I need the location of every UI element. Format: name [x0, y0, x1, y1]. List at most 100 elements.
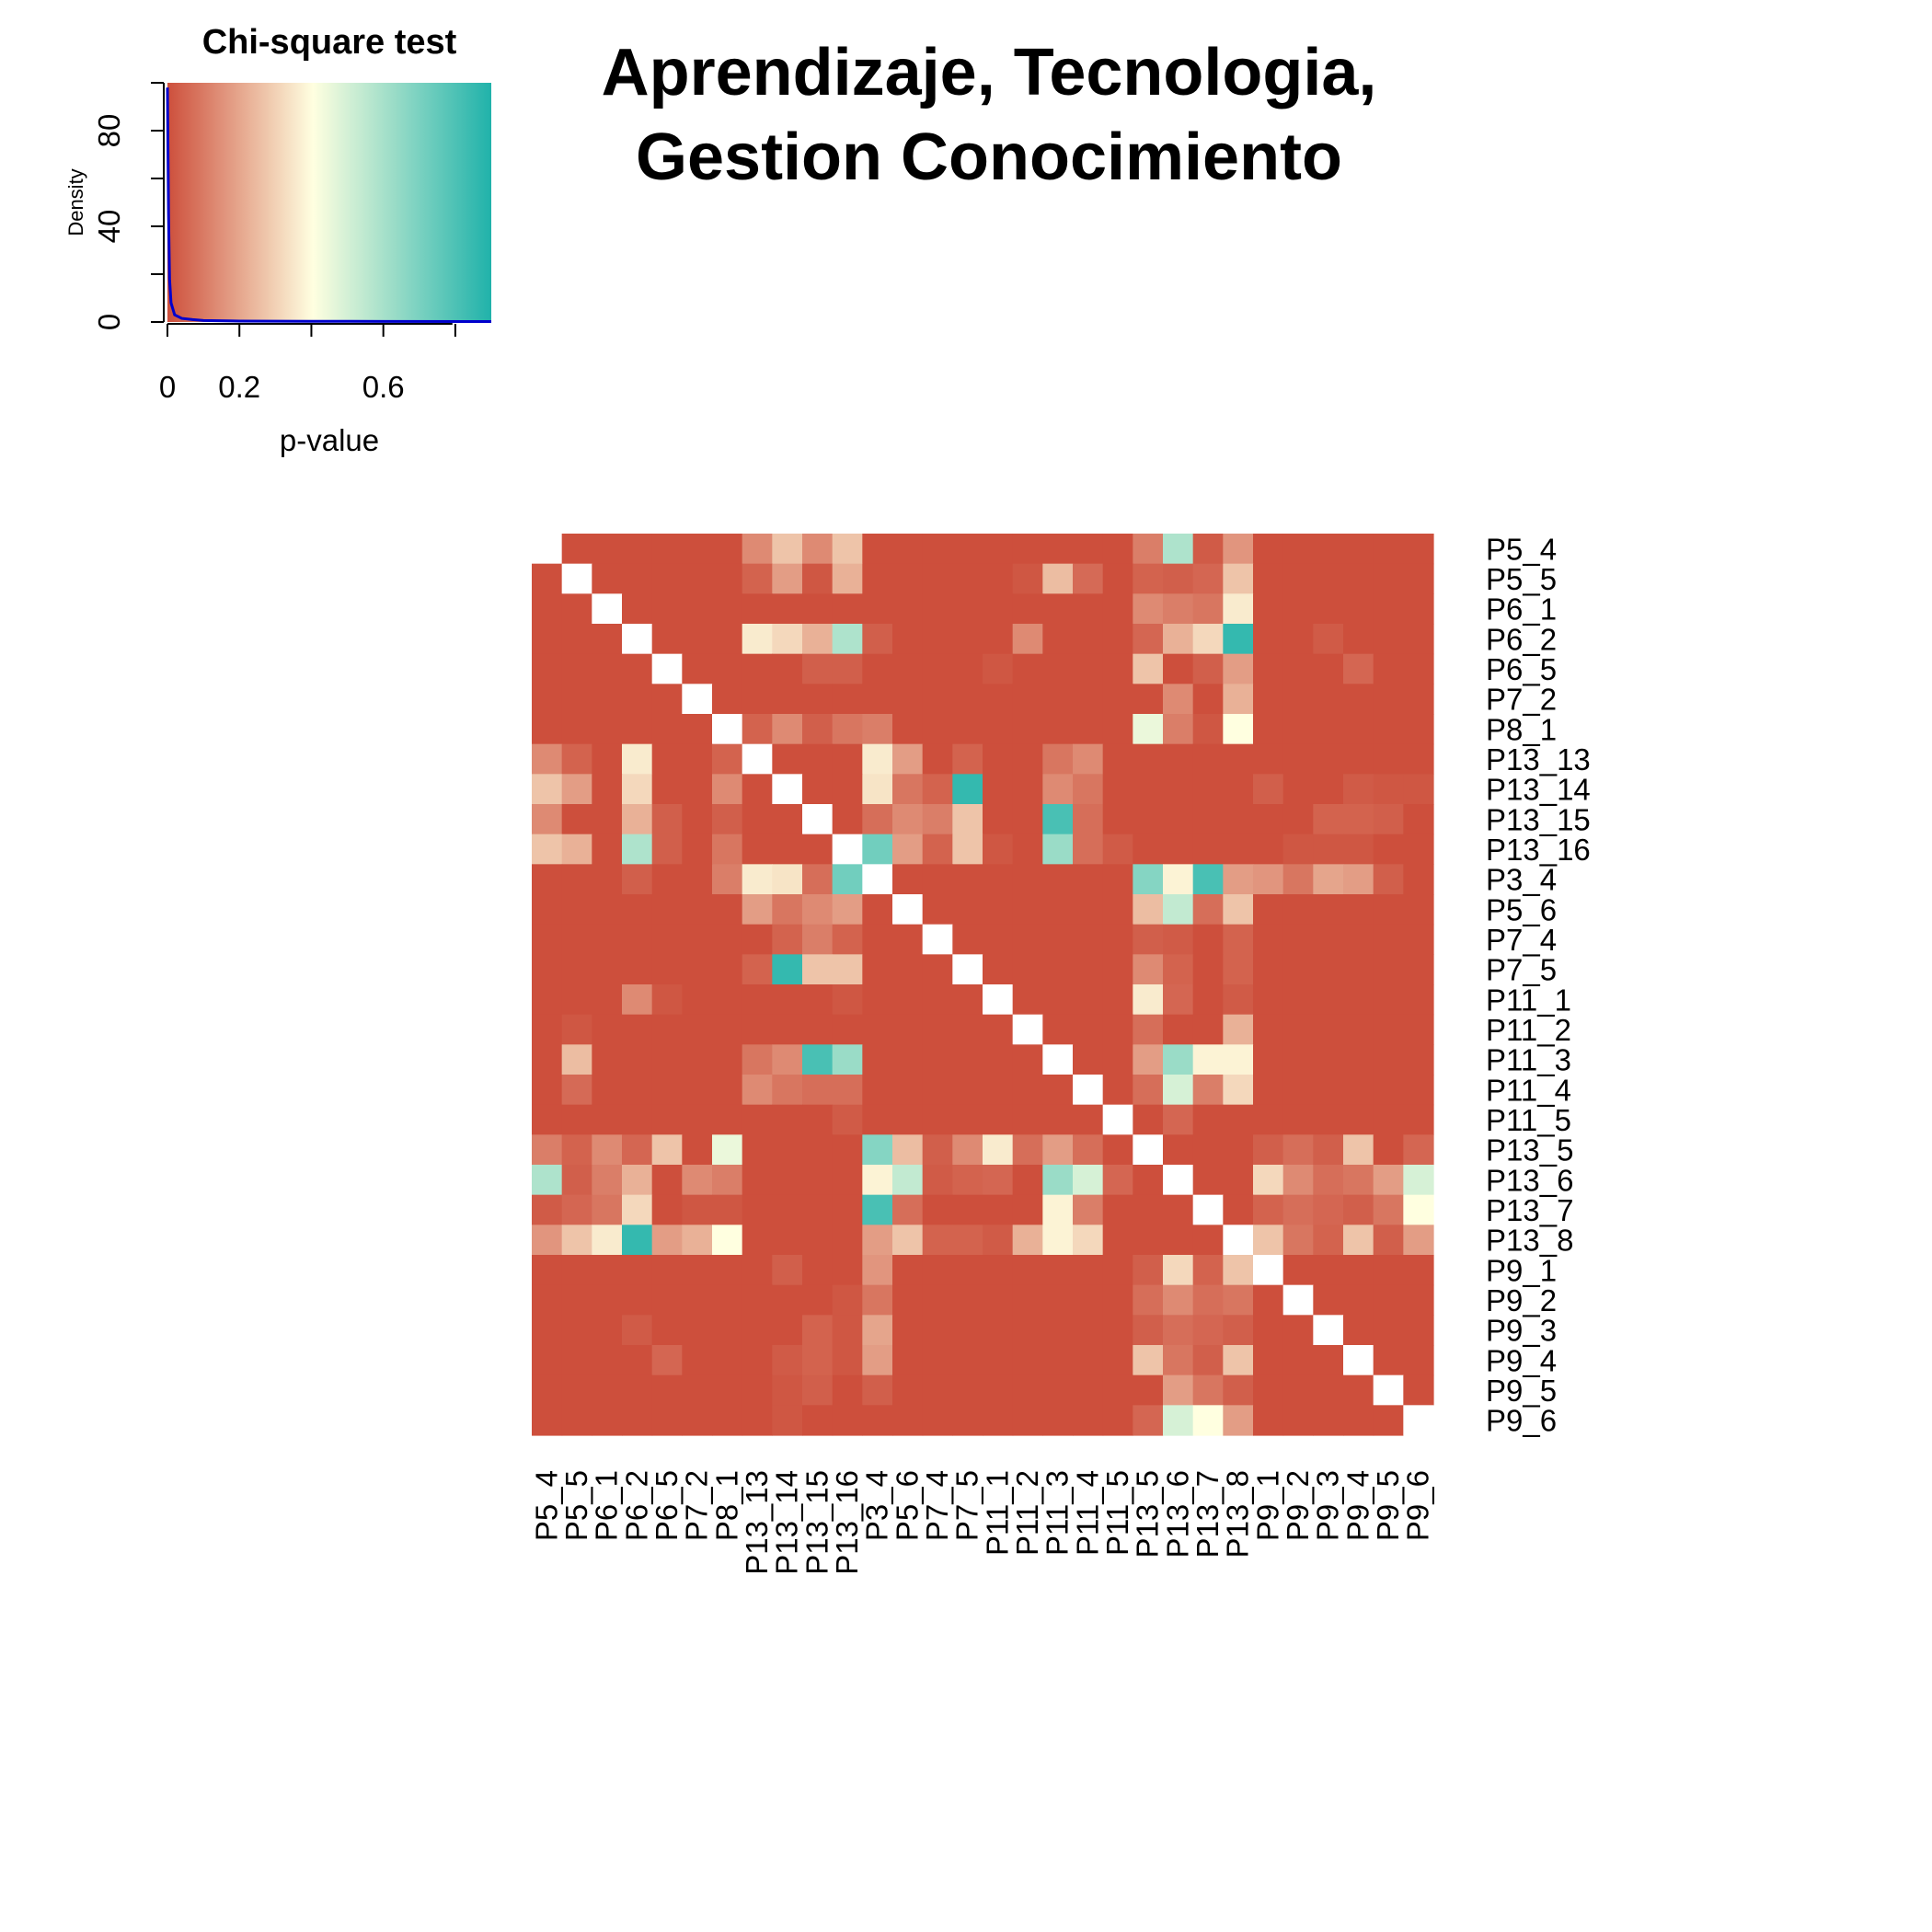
heatmap-cell [1012, 1284, 1043, 1316]
heatmap-cell [651, 1165, 683, 1196]
heatmap-cell [922, 894, 953, 926]
heatmap-cell [532, 714, 563, 745]
heatmap-cell [922, 834, 953, 865]
heatmap-cell [561, 774, 592, 805]
heatmap-cell [651, 984, 683, 1016]
heatmap-cell [682, 924, 713, 955]
heatmap-cell [622, 1405, 653, 1436]
heatmap-cell [1343, 1165, 1374, 1196]
heatmap-cell [651, 1315, 683, 1346]
heatmap-cell [1102, 743, 1133, 775]
heatmap-cell [561, 924, 592, 955]
heatmap-cell [1133, 1014, 1164, 1045]
heatmap-cell [1373, 1165, 1404, 1196]
heatmap-cell [1042, 894, 1074, 926]
heatmap-cell [1313, 834, 1344, 865]
heatmap-cell [922, 1165, 953, 1196]
heatmap-cell [592, 1255, 623, 1286]
heatmap-cell [802, 1374, 834, 1406]
heatmap-cell [1373, 534, 1404, 565]
heatmap-cell [1313, 1044, 1344, 1075]
heatmap-cell [1403, 743, 1434, 775]
heatmap-cell [1042, 1315, 1074, 1346]
heatmap-cell [983, 1134, 1014, 1166]
row-label: P6_1 [1486, 592, 1557, 627]
heatmap-cell [742, 534, 773, 565]
heatmap-cell [592, 1104, 623, 1135]
heatmap-cell [1073, 774, 1104, 805]
heatmap-cell [592, 1345, 623, 1376]
heatmap-cell [532, 534, 563, 565]
heatmap-cell [1102, 534, 1133, 565]
heatmap-cell [682, 653, 713, 684]
heatmap-cell [1102, 984, 1133, 1016]
row-label: P5_4 [1486, 532, 1557, 566]
heatmap-cell [862, 653, 893, 684]
heatmap-cell [1313, 743, 1344, 775]
heatmap-cell [1223, 1405, 1254, 1436]
heatmap-cell [1373, 714, 1404, 745]
heatmap-cell [1163, 743, 1194, 775]
heatmap-cell [832, 593, 863, 625]
heatmap-cell [1403, 984, 1434, 1016]
heatmap-cell [1042, 804, 1074, 835]
heatmap-cell [682, 534, 713, 565]
heatmap-cell [1042, 1014, 1074, 1045]
heatmap-cell [712, 1194, 743, 1225]
heatmap-cell [832, 1255, 863, 1286]
heatmap-cell [1012, 1345, 1043, 1376]
heatmap-cell [832, 1284, 863, 1316]
heatmap-cell [892, 743, 924, 775]
heatmap-cell [1373, 924, 1404, 955]
heatmap-cell [832, 563, 863, 594]
heatmap-cell [682, 1104, 713, 1135]
heatmap-cell [1373, 563, 1404, 594]
heatmap-cell [682, 1225, 713, 1256]
heatmap-cell [1192, 1104, 1224, 1135]
heatmap-cell [1102, 1405, 1133, 1436]
heatmap-cell [1192, 1075, 1224, 1106]
column-label: P9_1 [1250, 1470, 1284, 1541]
heatmap-cell [1042, 1405, 1074, 1436]
heatmap-cell [1343, 1014, 1374, 1045]
heatmap-cell [1042, 1194, 1074, 1225]
heatmap-cell [832, 684, 863, 715]
heatmap-cell [1163, 1134, 1194, 1166]
heatmap-cell [592, 834, 623, 865]
column-label: P5_5 [559, 1470, 593, 1541]
heatmap-cell [532, 1374, 563, 1406]
heatmap-cell [532, 804, 563, 835]
legend-y-tick-label: 0 [92, 314, 126, 330]
heatmap-cell [802, 924, 834, 955]
heatmap-cell [1253, 834, 1284, 865]
column-label: P13_6 [1160, 1470, 1194, 1558]
heatmap-cell [1282, 924, 1314, 955]
heatmap-cell [1373, 653, 1404, 684]
heatmap-cell [742, 684, 773, 715]
heatmap-cell [1343, 1104, 1374, 1135]
heatmap-cell [622, 894, 653, 926]
heatmap-cell [712, 653, 743, 684]
heatmap-cell [1163, 534, 1194, 565]
heatmap-cell [1373, 954, 1404, 985]
heatmap-cell [651, 1405, 683, 1436]
heatmap-cell [712, 894, 743, 926]
legend-x-tick-label: 0 [159, 370, 176, 404]
heatmap-cell [1313, 1345, 1344, 1376]
heatmap-cell [802, 624, 834, 655]
heatmap-cell [802, 1345, 834, 1376]
heatmap-cell [1073, 624, 1104, 655]
heatmap-cell [1223, 1255, 1254, 1286]
heatmap-cell [712, 864, 743, 895]
heatmap-cell [1133, 804, 1164, 835]
heatmap-cell [1073, 924, 1104, 955]
heatmap-cell [832, 1194, 863, 1225]
heatmap-cell [742, 1374, 773, 1406]
heatmap-cell [682, 1255, 713, 1286]
heatmap-cell [802, 1225, 834, 1256]
heatmap-cell [1253, 563, 1284, 594]
heatmap-cell [1373, 804, 1404, 835]
heatmap-cell [532, 894, 563, 926]
heatmap-cell [592, 593, 623, 625]
heatmap-cell [682, 774, 713, 805]
